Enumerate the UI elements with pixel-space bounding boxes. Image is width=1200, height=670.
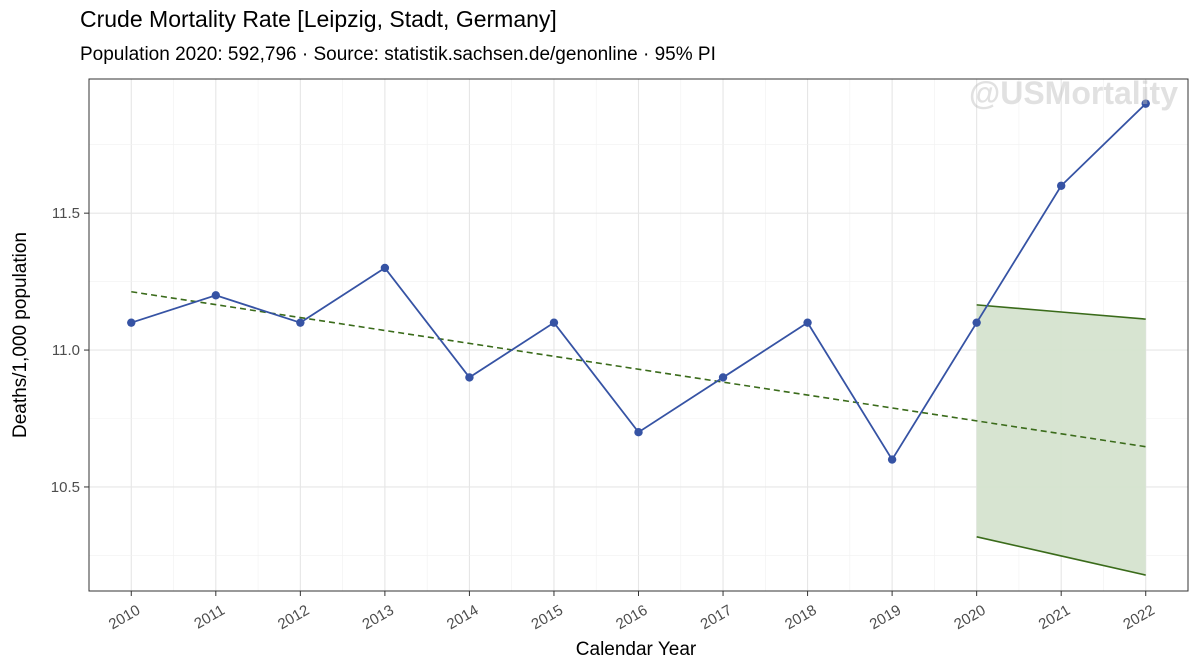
- y-axis-title: Deaths/1,000 population: [10, 232, 31, 438]
- trend-line-layer: [131, 290, 1146, 448]
- x-axis-title: Calendar Year: [576, 639, 697, 660]
- chart-title: Crude Mortality Rate [Leipzig, Stadt, Ge…: [80, 6, 557, 32]
- x-tick-label: 2012: [275, 602, 312, 633]
- data-point-2016: [634, 427, 643, 437]
- watermark: @USMortality: [969, 75, 1178, 111]
- data-point-2021: [1056, 181, 1066, 190]
- x-tick-label: 2018: [782, 602, 819, 633]
- y-tick-label: 10.5: [51, 479, 80, 496]
- prediction-interval-lower-line: [976, 536, 1146, 576]
- data-points-layer: [127, 99, 1150, 464]
- x-tick-label: 2013: [359, 602, 396, 633]
- y-tick-label: 11.0: [52, 342, 80, 359]
- x-tick-label: 2015: [529, 602, 566, 633]
- data-point-2019: [887, 455, 897, 464]
- grid: [89, 79, 1188, 591]
- x-tick-label: 2022: [1120, 602, 1157, 633]
- x-tick-label: 2021: [1036, 602, 1073, 633]
- data-point-2018: [803, 318, 812, 327]
- x-tick-label: 2017: [698, 602, 735, 633]
- x-tick-label: 2020: [951, 602, 988, 633]
- prediction-interval-band: [976, 304, 1146, 576]
- y-tick-label: 11.5: [52, 205, 80, 222]
- trend-line: [131, 290, 1146, 448]
- x-tick-label: 2014: [444, 602, 481, 633]
- x-tick-label: 2016: [613, 602, 650, 633]
- data-point-2011: [211, 291, 221, 300]
- data-point-2012: [296, 318, 305, 327]
- chart-subtitle: Population 2020: 592,796 · Source: stati…: [80, 44, 716, 65]
- data-point-2022: [1141, 99, 1150, 108]
- x-tick-label: 2019: [867, 602, 904, 633]
- data-point-2013: [380, 263, 390, 273]
- data-point-2020: [972, 318, 981, 327]
- x-axis: 2010 2011 2012 2013 2014 2015 2016 2017 2018 2019…: [106, 591, 1158, 633]
- x-tick-label: 2010: [106, 602, 143, 633]
- prediction-interval-upper-line: [976, 304, 1146, 320]
- data-point-2014: [465, 373, 474, 382]
- data-point-2017: [718, 373, 728, 382]
- x-tick-label: 2011: [191, 602, 227, 633]
- y-axis: 10.5 11.0 11.5: [51, 205, 89, 496]
- data-point-2010: [127, 318, 136, 327]
- data-point-2015: [549, 318, 559, 327]
- prediction-interval-area: [976, 304, 1146, 576]
